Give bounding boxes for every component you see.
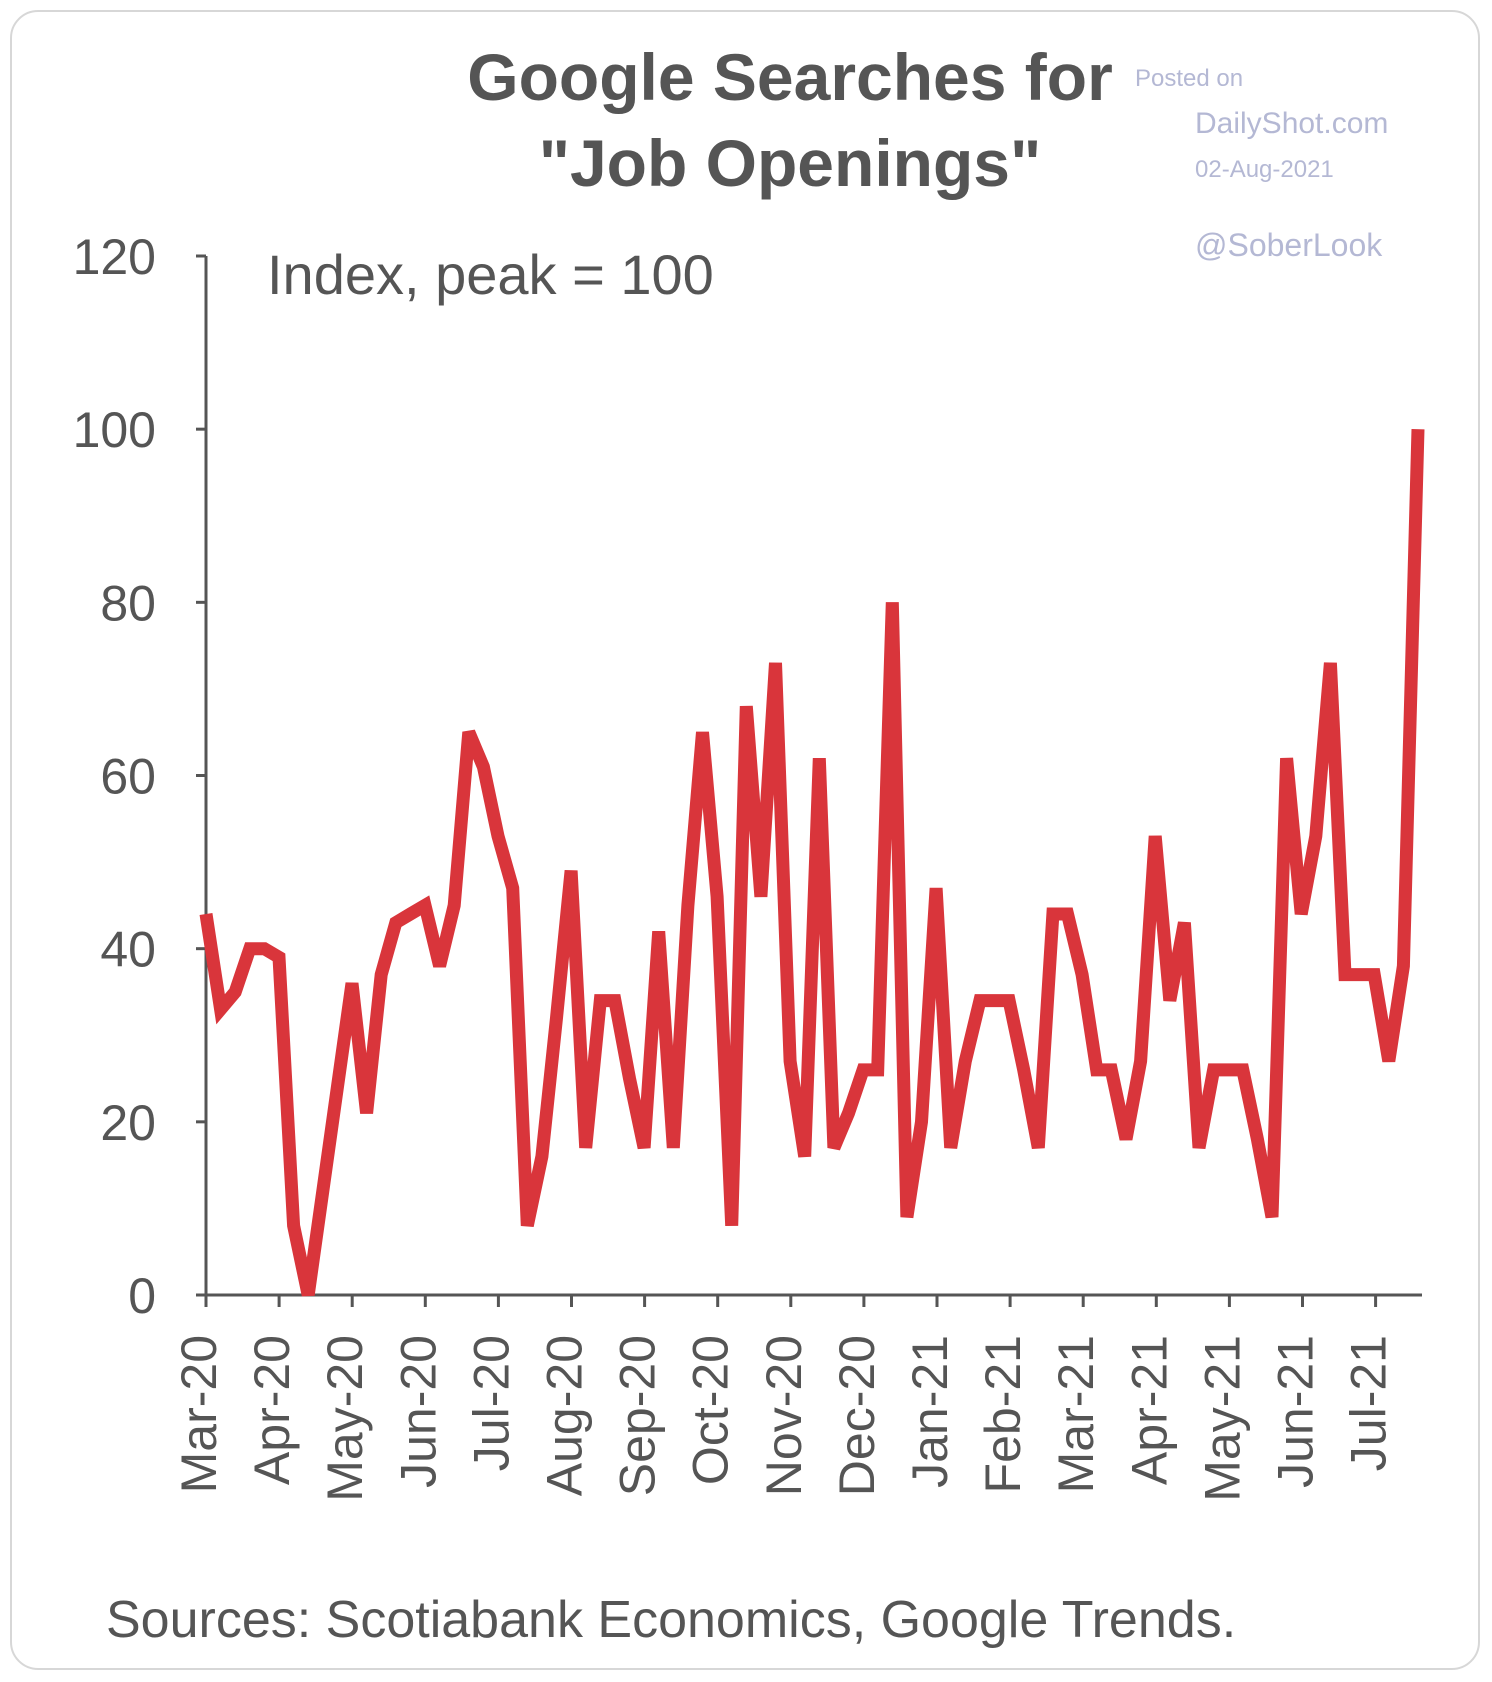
y-tick-label: 40 [100, 922, 156, 978]
x-tick-label: Dec-20 [829, 1335, 885, 1496]
y-axis-ticks: 0 20 40 60 80 100 120 [73, 229, 206, 1324]
x-tick-label: Jul-21 [1341, 1335, 1397, 1471]
watermark-handle: @SoberLook [1195, 227, 1383, 263]
y-tick-label: 120 [73, 229, 156, 285]
series-layer [199, 429, 1425, 1297]
y-tick-label: 80 [100, 575, 156, 631]
y-tick-label: 60 [100, 749, 156, 805]
x-tick-label: Aug-20 [537, 1335, 593, 1496]
x-tick-label: Nov-20 [756, 1335, 812, 1496]
x-tick-label: May-21 [1194, 1335, 1250, 1502]
x-tick-label: Apr-20 [244, 1335, 300, 1485]
y-tick-label: 100 [73, 402, 156, 458]
x-tick-label: Jul-20 [463, 1335, 519, 1471]
y-tick-label: 20 [100, 1095, 156, 1151]
x-tick-label: Jun-20 [390, 1335, 446, 1488]
watermark-site: DailyShot.com [1195, 107, 1388, 140]
series-line [199, 429, 1425, 1297]
x-tick-label: Mar-20 [171, 1335, 227, 1493]
watermark-date: 02-Aug-2021 [1195, 156, 1334, 183]
x-tick-label: Jun-21 [1268, 1335, 1324, 1488]
x-tick-label: Mar-21 [1048, 1335, 1104, 1493]
x-axis-ticks: Mar-20 Apr-20 May-20 Jun-20 Jul-20 Aug-20 Sep-… [171, 1295, 1397, 1502]
chart-source: Sources: Scotiabank Economics, Google Tr… [106, 1591, 1236, 1649]
chart-title-line-1: Google Searches for [467, 40, 1113, 114]
x-tick-label: Apr-21 [1121, 1335, 1177, 1485]
x-tick-label: Oct-20 [683, 1335, 739, 1485]
x-tick-label: Feb-21 [975, 1335, 1031, 1493]
chart-title-line-2: "Job Openings" [539, 126, 1042, 200]
watermark-posted-on: Posted on [1135, 65, 1243, 92]
x-tick-label: Jan-21 [902, 1335, 958, 1488]
y-tick-label: 0 [128, 1268, 156, 1324]
x-tick-label: May-20 [317, 1335, 373, 1502]
x-tick-label: Sep-20 [610, 1335, 666, 1496]
chart-subtitle: Index, peak = 100 [267, 243, 714, 306]
